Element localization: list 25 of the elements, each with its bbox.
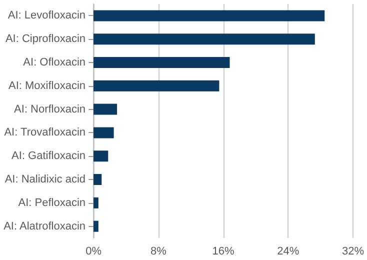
bar — [94, 57, 230, 68]
y-tick-label: AI: Moxifloxacin — [8, 80, 86, 92]
y-tick-label: AI: Nalidixic acid — [4, 174, 86, 186]
bar — [94, 10, 325, 22]
y-tick-label: AI: Ofloxacin — [23, 56, 86, 68]
y-tick-label: AI: Pefloxacin — [18, 196, 86, 209]
bar — [94, 104, 118, 115]
x-tick-label: 0% — [86, 246, 102, 258]
bar — [94, 127, 114, 138]
x-tick-label: 16% — [212, 246, 234, 258]
bar — [94, 150, 108, 162]
bar — [94, 197, 98, 208]
y-tick-label: AI: Ciprofloxacin — [5, 33, 86, 46]
bar — [94, 174, 102, 185]
bar — [94, 220, 98, 232]
bar — [94, 80, 220, 92]
x-tick-label: 32% — [342, 246, 364, 258]
bar — [94, 34, 315, 45]
y-tick-label: AI: Alatrofloxacin — [4, 220, 86, 232]
y-tick-label: AI: Norfloxacin — [14, 103, 86, 116]
x-tick-label: 24% — [277, 246, 300, 258]
y-tick-label: AI: Levofloxacin — [8, 10, 86, 22]
x-tick-label: 8% — [150, 246, 167, 258]
y-tick-label: AI: Trovafloxacin — [4, 126, 86, 139]
y-tick-label: AI: Gatifloxacin — [12, 150, 86, 162]
